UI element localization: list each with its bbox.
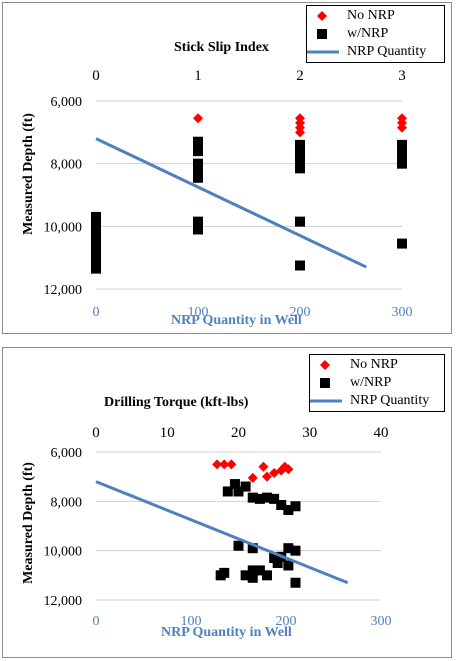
no-nrp-point: [247, 472, 258, 483]
w-nrp-point: [283, 504, 294, 515]
x-top-tick-label: 40: [374, 425, 389, 441]
legend-item-w-nrp: w/NRP: [310, 374, 444, 392]
w-nrp-point: [295, 260, 305, 271]
no-nrp-point: [258, 461, 269, 472]
chart-legend: No NRP w/NRP NRP Quantity: [306, 5, 445, 63]
x-bottom-tick-label: 200: [290, 305, 311, 320]
y-axis-label: Measured Depth (ft): [21, 113, 36, 235]
w-nrp-point: [254, 493, 265, 504]
y-tick-label: 6,000: [51, 446, 83, 461]
w-nrp-point: [193, 146, 203, 157]
y-tick-label: 6,000: [51, 95, 83, 110]
stick-slip-chart-svg: 6,000 8,000 10,000 12,000 0 1 2 3 0 100 200 300: [44, 68, 413, 320]
x-top-tick-label: 3: [398, 68, 406, 84]
w-nrp-point: [240, 481, 251, 492]
w-nrp-point: [269, 493, 280, 504]
x-top-tick-label: 1: [194, 68, 202, 84]
legend-label: w/NRP: [350, 375, 392, 390]
w-nrp-point: [283, 560, 294, 571]
legend-item-no-nrp: No NRP: [310, 356, 444, 374]
nrp-quantity-trend-line: [95, 480, 349, 585]
x-bottom-tick-label: 100: [188, 305, 209, 320]
y-tick-label: 10,000: [44, 545, 83, 560]
x-bottom-tick-label: 200: [276, 614, 297, 629]
legend-label: NRP Quantity: [347, 44, 427, 59]
no-nrp-point: [219, 459, 230, 470]
y-axis-label: Measured Depth (ft): [21, 462, 36, 584]
legend-black-square-marker: [320, 378, 330, 388]
w-nrp-point: [233, 540, 244, 551]
w-nrp-point: [247, 492, 258, 503]
y-tick-label: 8,000: [51, 158, 83, 173]
no-nrp-point: [262, 471, 272, 482]
w-nrp-point: [247, 565, 258, 576]
y-tick-label: 12,000: [44, 283, 83, 298]
chart-panel-drilling-torque: 6,000 8,000 10,000 12,000 0 10 20 30 40 0 100 200 30…: [2, 347, 452, 658]
x-bottom-tick-label: 300: [392, 305, 413, 320]
w-nrp-point: [290, 545, 301, 556]
legend-blue-line-marker: [307, 50, 339, 54]
no-nrp-point: [212, 459, 223, 470]
chart-panel-stick-slip: 6,000 8,000 10,000 12,000 0 1 2 3 0 100 200 300 Sti…: [2, 2, 452, 334]
x-axis-label: NRP Quantity in Well: [171, 313, 302, 328]
x-top-tick-label: 10: [160, 425, 175, 441]
legend-label: No NRP: [350, 357, 398, 372]
x-top-tick-label: 30: [302, 425, 317, 441]
w-nrp-point: [91, 263, 101, 274]
w-nrp-point: [247, 543, 258, 554]
w-nrp-point: [222, 486, 233, 497]
y-tick-label: 10,000: [44, 220, 83, 235]
w-nrp-point: [290, 501, 301, 512]
x-bottom-tick-label: 300: [371, 614, 392, 629]
nrp-quantity-trend-line: [95, 137, 367, 269]
w-nrp-point: [240, 570, 251, 581]
chart-title: Stick Slip Index: [174, 40, 269, 55]
w-nrp-point: [397, 158, 407, 169]
w-nrp-point: [233, 486, 244, 497]
w-nrp-point: [193, 172, 203, 183]
w-nrp-point: [219, 567, 230, 578]
x-bottom-tick-label: 0: [93, 305, 100, 320]
w-nrp-point: [262, 570, 272, 581]
x-top-tick-label: 20: [231, 425, 246, 441]
w-nrp-point: [283, 543, 294, 554]
x-bottom-tick-label: 0: [93, 614, 100, 629]
w-nrp-point: [193, 224, 203, 235]
w-nrp-point: [247, 572, 258, 583]
w-nrp-point: [295, 216, 305, 227]
legend-red-diamond-marker: [317, 11, 327, 21]
no-nrp-point: [226, 459, 237, 470]
x-top-tick-label: 0: [92, 425, 100, 441]
legend-item-no-nrp: No NRP: [307, 7, 444, 25]
w-nrp-point: [276, 500, 287, 511]
legend-blue-line-marker: [310, 399, 342, 403]
w-nrp-point: [397, 238, 407, 249]
chart-title: Drilling Torque (kft-lbs): [104, 395, 249, 410]
y-tick-label: 8,000: [51, 495, 83, 510]
legend-black-square-marker: [317, 29, 327, 39]
w-nrp-point: [229, 479, 240, 490]
w-nrp-point: [254, 565, 265, 576]
legend-label: No NRP: [347, 8, 395, 23]
w-nrp-point: [295, 163, 305, 174]
legend-item-w-nrp: w/NRP: [307, 25, 444, 43]
x-bottom-tick-label: 100: [181, 614, 202, 629]
no-nrp-point: [283, 464, 294, 475]
legend-label: w/NRP: [347, 26, 389, 41]
no-nrp-point: [193, 113, 203, 124]
legend-item-nrp-quantity: NRP Quantity: [307, 43, 444, 61]
no-nrp-point: [397, 122, 407, 133]
w-nrp-point: [290, 577, 301, 588]
legend-label: NRP Quantity: [350, 393, 430, 408]
x-axis-label: NRP Quantity in Well: [161, 625, 292, 640]
w-nrp-point: [272, 558, 283, 568]
y-tick-label: 12,000: [44, 594, 83, 609]
w-nrp-point: [262, 492, 272, 503]
x-top-tick-label: 2: [296, 68, 304, 84]
chart-legend: No NRP w/NRP NRP Quantity: [309, 354, 445, 412]
drilling-torque-chart-svg: 6,000 8,000 10,000 12,000 0 10 20 30 40 0 100 200 30…: [44, 425, 392, 629]
x-top-tick-label: 0: [92, 68, 100, 84]
legend-item-nrp-quantity: NRP Quantity: [310, 392, 444, 410]
legend-red-diamond-marker: [320, 360, 330, 370]
